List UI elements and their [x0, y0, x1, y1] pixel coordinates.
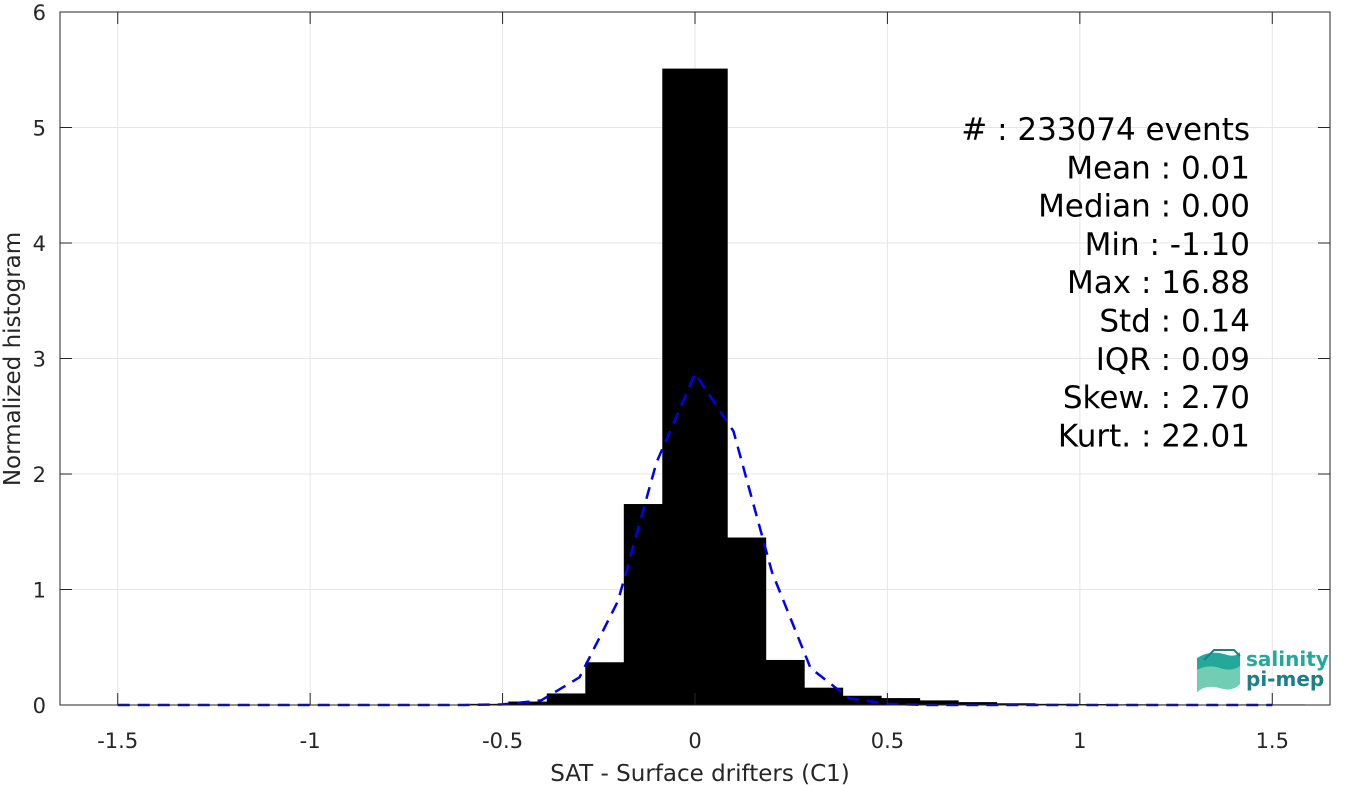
logo-text-salinity: salinity: [1246, 647, 1329, 671]
y-tick-label: 2: [33, 463, 46, 487]
histogram-bar: [970, 703, 1036, 705]
x-tick-label: 0: [688, 729, 701, 753]
histogram-bar: [816, 695, 882, 705]
x-tick-label: 1: [1073, 729, 1086, 753]
x-tick-label: -0.5: [482, 729, 523, 753]
logo-text-pi-mep: pi-mep: [1246, 667, 1324, 691]
stats-line: Kurt. : 22.01: [1058, 418, 1250, 454]
y-tick-label: 4: [33, 232, 46, 256]
stats-line: Skew. : 2.70: [1063, 380, 1250, 416]
stats-line: Mean : 0.01: [1066, 150, 1250, 186]
x-tick-label: -1.5: [97, 729, 138, 753]
y-axis-label: Normalized histogram: [0, 232, 26, 486]
x-tick-labels: -1.5 -1 -0.5 0 0.5 1 1.5: [97, 729, 1289, 753]
ticks: [60, 11, 1330, 706]
stats-line: Min : -1.10: [1085, 227, 1250, 263]
x-axis-label: SAT - Surface drifters (C1): [550, 761, 850, 785]
histogram-bar: [508, 701, 574, 705]
stats-line: # : 233074 events: [961, 112, 1250, 148]
histogram-bar: [546, 693, 613, 705]
stats-line: Std : 0.14: [1099, 304, 1250, 340]
bars: [469, 68, 1305, 706]
y-tick-label: 5: [33, 117, 46, 141]
histogram-bar: [1008, 703, 1075, 705]
histogram-bar: [893, 700, 959, 705]
wave-logo-icon: [1197, 649, 1241, 692]
stats-line: Max : 16.88: [1067, 265, 1250, 301]
salinity-pi-mep-logo: salinity pi-mep: [1197, 647, 1329, 692]
y-tick-label: 3: [33, 348, 46, 372]
x-tick-label: 1.5: [1256, 729, 1289, 753]
stats-line: Median : 0.00: [1038, 189, 1250, 225]
histogram-bar: [931, 702, 998, 705]
stats-line: IQR : 0.09: [1096, 342, 1250, 378]
y-tick-label: 6: [33, 1, 46, 25]
y-tick-label: 1: [33, 579, 46, 603]
y-tick-labels: 0 1 2 3 4 5 6: [33, 1, 46, 718]
x-tick-label: 0.5: [871, 729, 904, 753]
x-tick-label: -1: [300, 729, 321, 753]
y-tick-label: 0: [33, 694, 46, 718]
